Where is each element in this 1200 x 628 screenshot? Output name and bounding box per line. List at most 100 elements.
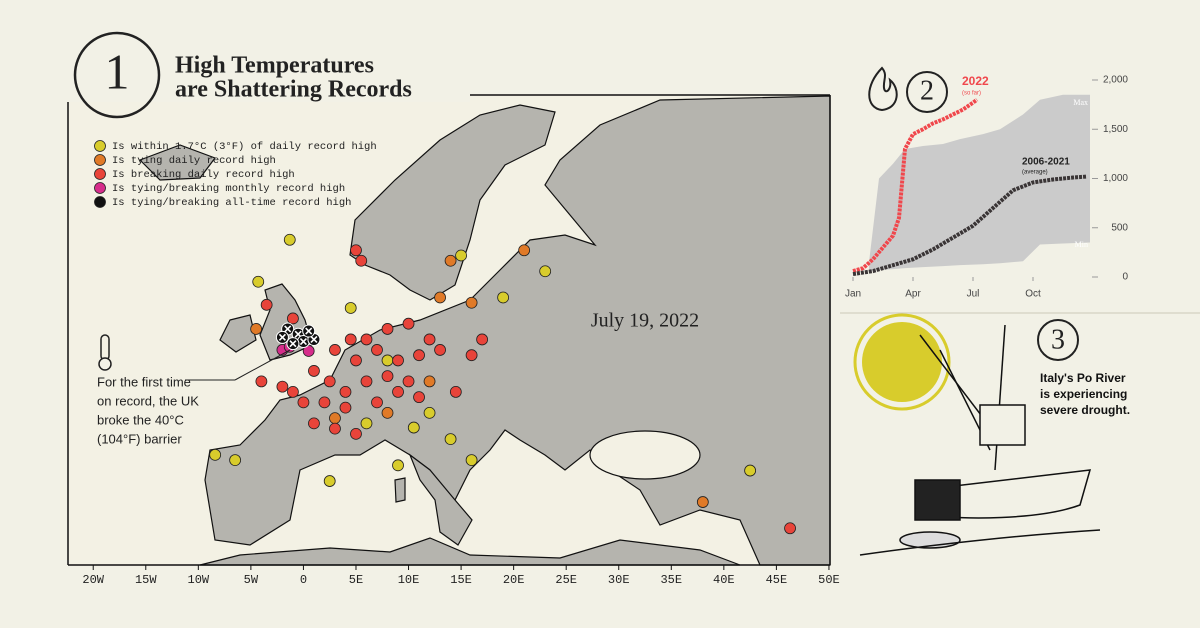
record-marker <box>381 370 394 383</box>
record-marker <box>465 349 478 362</box>
record-marker <box>283 233 296 246</box>
record-marker <box>252 275 265 288</box>
record-marker <box>413 391 425 404</box>
section3-line: severe drought. <box>1040 403 1130 417</box>
record-marker <box>344 302 357 314</box>
annotation-line: broke the 40°C <box>97 412 184 427</box>
ground <box>859 529 1101 556</box>
x-tick-label: 10W <box>188 573 210 587</box>
legend-swatch <box>94 182 106 194</box>
record-marker <box>497 291 510 304</box>
record-marker <box>323 375 336 388</box>
band-max-label: Max <box>1073 98 1088 107</box>
record-marker <box>449 385 462 398</box>
legend-label: Is tying/breaking monthly record high <box>112 183 345 195</box>
header-number-circle <box>73 31 161 119</box>
x-tick-label: 15W <box>135 573 157 587</box>
record-marker <box>465 454 478 466</box>
record-marker <box>308 365 320 377</box>
y-tick-label: 1,500 <box>1103 124 1128 135</box>
record-marker <box>402 317 415 330</box>
marker-cross <box>284 325 292 333</box>
record-marker <box>696 496 709 508</box>
record-marker <box>297 396 310 409</box>
series-note: (average) <box>1022 170 1048 176</box>
record-marker <box>402 375 415 388</box>
thermometer-bulb <box>98 357 112 371</box>
record-marker <box>476 333 489 346</box>
section3-line: is experiencing <box>1040 387 1127 401</box>
x-tick-label: 45E <box>766 573 788 587</box>
title: High Temperatures <box>175 53 374 79</box>
legend-swatch <box>94 168 106 180</box>
record-marker <box>275 330 289 344</box>
engines <box>914 479 961 521</box>
legend-swatch <box>94 154 106 166</box>
legend-label: Is tying/breaking all-time record high <box>112 197 351 209</box>
band-min-label: Min <box>1075 240 1088 249</box>
record-marker <box>455 249 467 262</box>
record-marker <box>287 312 299 325</box>
record-marker <box>444 433 457 446</box>
flame-icon <box>868 66 898 112</box>
series-line <box>852 174 1088 277</box>
sardinia <box>394 477 406 503</box>
record-marker <box>392 385 404 398</box>
record-marker <box>371 344 383 356</box>
line-chart: 0 500 1,000 1,500 2,000 Jan Apr Jul Oct Max Min 202… <box>845 74 1129 299</box>
iceland <box>138 144 216 181</box>
record-marker <box>339 401 352 414</box>
annotation-line: For the first time <box>97 374 191 389</box>
record-marker <box>355 254 368 267</box>
legend-label: Is breaking daily record high <box>112 169 295 181</box>
x-tick-label: Apr <box>905 289 921 300</box>
section3-line: Italy's Po River <box>1040 371 1126 385</box>
record-marker <box>539 265 552 278</box>
record-marker <box>434 291 446 304</box>
mast <box>994 324 1006 471</box>
record-marker <box>423 333 436 346</box>
record-marker <box>360 375 373 388</box>
record-marker <box>350 244 362 257</box>
x-tick-label: 40E <box>713 573 735 587</box>
record-marker <box>407 421 420 434</box>
section3-circle <box>1037 319 1079 361</box>
record-marker <box>229 454 242 466</box>
record-marker <box>392 354 404 367</box>
record-marker <box>518 244 531 257</box>
record-marker <box>381 406 394 419</box>
record-marker <box>381 323 394 335</box>
sun <box>862 322 942 402</box>
record-marker <box>323 475 336 487</box>
record-marker <box>329 344 341 356</box>
legend-label: Is tying daily record high <box>112 155 276 167</box>
record-marker <box>296 335 310 349</box>
record-marker <box>744 464 757 477</box>
marker-cross <box>278 333 286 341</box>
x-tick-label: 20W <box>82 573 104 587</box>
sun-ring <box>853 313 951 411</box>
x-tick-label: 25E <box>555 573 577 587</box>
x-tick-label: 20E <box>503 573 525 587</box>
record-marker <box>308 417 320 430</box>
map-layer: 20W 15W 10W 5W 0 5E 10E 15E 20E 25E 30E 35E 40E 45E 50… <box>82 140 840 587</box>
flame <box>868 66 898 112</box>
record-marker <box>423 375 436 388</box>
x-tick-label: 30E <box>608 573 630 587</box>
section2-circle <box>906 71 948 113</box>
record-marker <box>444 254 457 267</box>
record-marker <box>350 427 362 440</box>
record-marker <box>392 459 404 472</box>
record-marker <box>423 406 436 419</box>
annotation-line: (104°F) barrier <box>97 431 182 446</box>
record-marker <box>360 417 373 430</box>
marker-cross <box>289 340 297 348</box>
x-tick-label: Jan <box>845 289 861 300</box>
y-tick-label: 1,000 <box>1103 173 1128 184</box>
record-marker <box>318 396 331 409</box>
x-tick-label: Jul <box>967 289 980 300</box>
header-bg <box>60 30 470 102</box>
x-tick-label: 0 <box>300 573 307 587</box>
x-tick-label: 15E <box>450 573 472 587</box>
